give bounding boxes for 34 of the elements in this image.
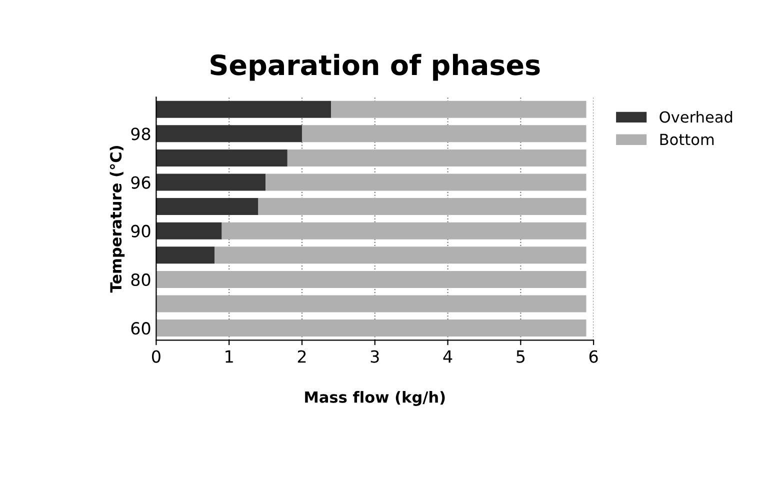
x-tick-label: 4 xyxy=(443,350,452,363)
y-tick-label: 80 xyxy=(131,273,150,286)
x-tick-label: 3 xyxy=(370,350,379,363)
bar xyxy=(156,246,215,264)
bar xyxy=(222,222,586,240)
y-tick-label: 60 xyxy=(131,322,150,335)
bar xyxy=(156,125,302,142)
x-tick-label: 2 xyxy=(298,350,306,363)
bar xyxy=(156,149,288,166)
bar xyxy=(266,174,586,191)
bar xyxy=(156,270,586,288)
bar xyxy=(331,100,586,118)
x-tick-label: 1 xyxy=(226,350,233,363)
x-tick-label: 0 xyxy=(152,350,160,363)
x-axis-title: Mass flow (kg/h) xyxy=(305,391,445,406)
bar xyxy=(156,295,586,312)
bar xyxy=(156,320,586,337)
y-axis-title: Temperature (°C) xyxy=(110,146,125,293)
chart-title: Separation of phases xyxy=(210,54,540,81)
y-tick-label: 96 xyxy=(131,176,150,189)
bar xyxy=(302,125,586,142)
bar xyxy=(258,198,586,216)
bar xyxy=(156,222,222,240)
bar xyxy=(156,100,332,118)
y-tick-label: 90 xyxy=(131,224,150,238)
legend-label: Bottom xyxy=(660,134,714,146)
bar xyxy=(156,198,258,216)
x-tick-label: 5 xyxy=(516,350,525,363)
x-tick-label: 6 xyxy=(589,350,598,363)
bar xyxy=(156,174,266,191)
legend-label: Overhead xyxy=(660,110,732,123)
y-tick-label: 98 xyxy=(131,128,150,140)
bar xyxy=(214,246,586,264)
bar xyxy=(287,149,586,166)
